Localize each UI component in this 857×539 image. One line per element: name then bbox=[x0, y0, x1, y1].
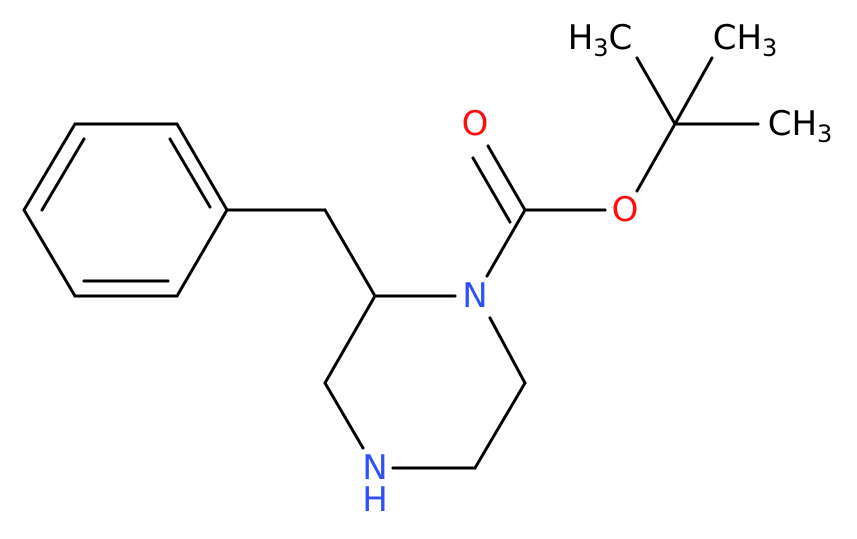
atom-label: O bbox=[462, 104, 489, 144]
atom-label-part: H bbox=[568, 18, 594, 58]
atom-label-part: H bbox=[362, 480, 388, 520]
atom-label-part: C bbox=[713, 18, 737, 58]
atom-label: H bbox=[362, 480, 388, 520]
atom-label: N bbox=[462, 276, 487, 316]
atom-label-part: C bbox=[768, 104, 792, 144]
atom-label: O bbox=[612, 190, 639, 230]
atom-label-part: O bbox=[612, 190, 639, 230]
atom-label: CH3 bbox=[768, 104, 833, 148]
atom-label-part: N bbox=[362, 448, 387, 488]
atom-label: N bbox=[362, 448, 387, 488]
atom-label-part: 3 bbox=[817, 120, 832, 148]
atom-label-part: 3 bbox=[593, 34, 608, 62]
atom-label-part: H bbox=[791, 104, 817, 144]
atom-label-part: C bbox=[609, 18, 633, 58]
atom-label-part: 3 bbox=[762, 34, 777, 62]
atom-label-part: N bbox=[462, 276, 487, 316]
bonds bbox=[22, 56, 760, 470]
atom-label: H3C bbox=[568, 18, 633, 62]
atom-label-part: O bbox=[462, 104, 489, 144]
atom-label: CH3 bbox=[713, 18, 778, 62]
atom-label-part: H bbox=[736, 18, 762, 58]
